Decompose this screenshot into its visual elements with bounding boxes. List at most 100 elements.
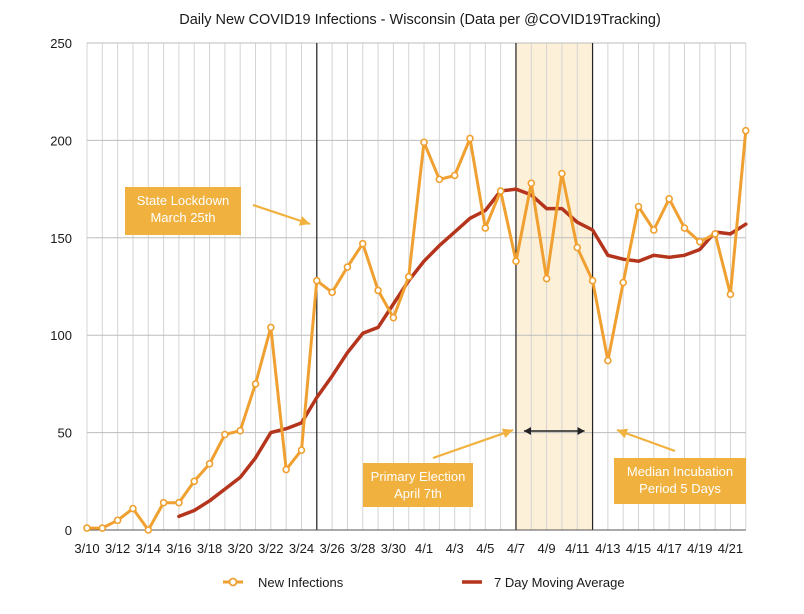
x-tick-label: 3/28 (350, 541, 375, 556)
new-infections-point (420, 138, 428, 147)
annotation-median-incubation-text: Median Incubation (627, 464, 733, 479)
x-tick-label: 4/15 (626, 541, 651, 556)
new-infections-point (83, 524, 91, 532)
new-infections-point (450, 171, 459, 180)
new-infections-point (634, 202, 643, 211)
x-tick-label: 3/16 (166, 541, 191, 556)
x-tick-label: 3/26 (319, 541, 344, 556)
new-infections-point (159, 498, 168, 507)
new-infections-point (496, 187, 505, 195)
incubation-arrow (616, 428, 676, 453)
incubation-span-arrow-right-head (577, 427, 585, 435)
annotation-primary-election-text: Primary Election (371, 469, 466, 484)
new-infections-point (573, 243, 582, 252)
x-tick-label: 4/9 (538, 541, 556, 556)
new-infections-point (695, 237, 704, 246)
x-tick-label: 3/30 (381, 541, 406, 556)
election-arrow (432, 428, 514, 460)
new-infections-point (680, 224, 689, 232)
new-infections-point (665, 195, 673, 203)
annotation-state-lockdown-box (125, 187, 241, 235)
x-tick-label: 3/24 (289, 541, 314, 556)
anno-layer: State Lockdown March 25th Primary Election… (125, 187, 746, 507)
y-tick-label: 200 (50, 133, 72, 148)
x-tick-label: 4/13 (595, 541, 620, 556)
new-infections-point (297, 446, 306, 454)
new-infections-point (726, 290, 735, 299)
legend-new-infections-label: New Infections (258, 575, 344, 590)
x-tick-label: 4/11 (565, 541, 589, 556)
legend-moving-average-label: 7 Day Moving Average (494, 575, 625, 590)
new-infections-point (282, 465, 290, 474)
x-tick-label: 4/17 (657, 541, 682, 556)
annotation-primary-election-box (363, 463, 473, 507)
annotation-state-lockdown-text: State Lockdown (137, 193, 230, 208)
series-layer (83, 126, 750, 534)
new-infections-point (588, 276, 597, 285)
new-infections-point (328, 288, 336, 297)
axis-layer: 0 50 100 150 200 250 3/10 3/12 3/14 3/16 3/18 3/20 3… (50, 36, 746, 556)
new-infections-point (98, 524, 107, 532)
new-infections-point (481, 224, 490, 232)
new-infections-point (221, 430, 229, 439)
new-infections-point (389, 313, 398, 322)
new-infections-point (129, 504, 137, 513)
new-infections-point (205, 459, 214, 468)
incubation-shade (515, 43, 593, 530)
x-tick-label: 4/5 (476, 541, 494, 556)
new-infections-point (404, 272, 413, 281)
new-infections-point (236, 426, 244, 435)
incubation-arrow-head (617, 428, 629, 439)
y-tick-label: 0 (65, 523, 72, 538)
x-tick-label: 3/18 (197, 541, 222, 556)
new-infections-point (542, 274, 551, 283)
x-tick-label: 4/21 (718, 541, 743, 556)
new-infections-point (711, 230, 719, 238)
x-tick-label: 3/10 (74, 541, 99, 556)
new-infections-point (558, 169, 566, 178)
new-infections-point (144, 526, 153, 534)
y-tick-label: 100 (50, 328, 72, 343)
x-tick-label: 4/19 (687, 541, 712, 556)
annotation-median-incubation-text: Period 5 Days (639, 481, 721, 496)
moving-average-line (177, 187, 748, 519)
new-infections-point (312, 276, 321, 285)
new-infections-point (190, 477, 199, 486)
new-infections-point (527, 179, 536, 188)
new-infections-point (358, 239, 367, 248)
new-infections-point (343, 263, 352, 271)
new-infections-point (374, 286, 382, 295)
lockdown-arrow-head (298, 216, 310, 226)
new-infections-point (619, 278, 628, 287)
annotation-primary-election-text: April 7th (394, 486, 442, 501)
annotation-state-lockdown-text: March 25th (150, 210, 215, 225)
new-infections-point (741, 126, 750, 135)
x-tick-label: 3/14 (136, 541, 161, 556)
shade-layer (515, 43, 593, 530)
x-tick-label: 4/1 (415, 541, 433, 556)
legend-new-infections-marker (228, 577, 238, 587)
x-tick-label: 3/22 (258, 541, 283, 556)
lockdown-arrow (252, 203, 311, 226)
new-infections-point (251, 380, 260, 388)
x-tick-label: 4/7 (507, 541, 525, 556)
election-arrow-head (501, 428, 513, 439)
grid-layer (86, 42, 747, 531)
new-infections-point (650, 226, 658, 234)
y-tick-label: 50 (58, 426, 72, 441)
new-infections-point (267, 323, 275, 332)
new-infections-point (604, 356, 612, 365)
x-tick-label: 3/12 (105, 541, 130, 556)
new-infections-point (512, 257, 520, 265)
new-infections-point (113, 516, 122, 525)
y-tick-label: 150 (50, 231, 72, 246)
annotation-median-incubation-box (614, 458, 746, 504)
new-infections-point (175, 498, 183, 507)
x-tick-label: 3/20 (228, 541, 253, 556)
y-tick-label: 250 (50, 36, 72, 51)
legend-layer: New Infections 7 Day Moving Average (223, 575, 625, 590)
new-infections-line (87, 130, 748, 532)
chart-title: Daily New COVID19 Infections - Wisconsin… (179, 12, 661, 28)
incubation-span-arrow-left-head (523, 427, 531, 435)
